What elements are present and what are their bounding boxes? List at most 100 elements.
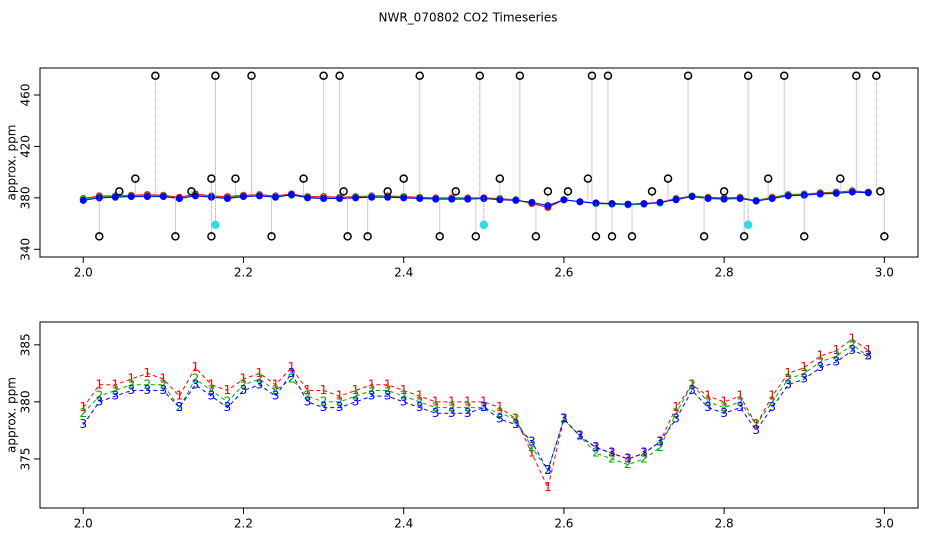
data-point	[288, 191, 296, 199]
flagged-point	[475, 71, 485, 80]
point-marker: 3	[848, 343, 856, 357]
point-marker: 2	[95, 389, 103, 403]
flagged-point	[299, 174, 308, 183]
flagged-point	[699, 232, 709, 241]
flagged-point	[647, 187, 657, 196]
data-point	[816, 190, 824, 198]
point-marker: 1	[544, 480, 552, 494]
point-marker: 2	[368, 383, 376, 397]
data-point	[416, 195, 424, 202]
y-tick-label: 380	[19, 186, 33, 209]
x-tick-label: 2.2	[234, 266, 253, 280]
point-marker: 2	[528, 440, 536, 454]
flagged-point	[267, 232, 276, 241]
data-point	[656, 198, 664, 206]
data-point	[768, 195, 776, 202]
point-marker: 2	[865, 349, 873, 363]
point-marker: 2	[160, 377, 168, 391]
data-point	[672, 196, 680, 204]
point-marker: 1	[464, 394, 472, 408]
data-point	[752, 197, 760, 205]
point-marker: 3	[368, 389, 376, 403]
flagged-point	[399, 174, 408, 183]
flagged-point	[435, 232, 444, 241]
point-marker: 2	[224, 394, 232, 408]
point-marker: 3	[160, 383, 168, 397]
data-point	[272, 193, 280, 201]
point-marker: 1	[736, 389, 744, 403]
point-marker: 2	[448, 400, 456, 414]
series-line	[82, 349, 869, 472]
point-marker: 1	[256, 366, 264, 380]
point-marker: 1	[768, 389, 776, 403]
data-point	[448, 195, 456, 203]
flagged-point	[451, 187, 461, 196]
flagged-point	[335, 71, 344, 80]
point-marker: 1	[704, 389, 712, 403]
point-marker: 1	[320, 383, 328, 397]
x-tick-label: 2.8	[715, 517, 734, 531]
flagged-point	[171, 232, 180, 241]
x-tick-label: 3.0	[875, 266, 894, 280]
flagged-point	[627, 232, 637, 241]
data-point	[832, 189, 840, 197]
point-marker: 1	[111, 377, 119, 391]
point-marker: 3	[448, 406, 456, 420]
point-marker: 3	[416, 400, 424, 414]
point-marker: 1	[480, 394, 488, 408]
point-marker: 3	[192, 377, 200, 391]
point-marker: 3	[320, 400, 328, 414]
point-marker: 2	[784, 372, 792, 386]
point-marker: 2	[432, 400, 440, 414]
point-marker: 1	[160, 372, 168, 386]
point-marker: 1	[176, 389, 184, 403]
flagged-point	[591, 232, 601, 241]
point-marker: 2	[496, 406, 504, 420]
point-marker: 3	[95, 394, 103, 408]
point-marker: 3	[111, 389, 119, 403]
point-marker: 2	[560, 411, 568, 425]
flagged-point	[131, 174, 140, 183]
flagged-point	[211, 71, 220, 80]
flagged-point	[115, 187, 124, 196]
point-marker: 3	[240, 383, 248, 397]
point-marker: 3	[784, 377, 792, 391]
point-marker: 3	[288, 366, 296, 380]
point-marker: 2	[704, 394, 712, 408]
point-marker: 3	[608, 446, 616, 460]
point-marker: 2	[128, 377, 136, 391]
x-tick-label: 2.4	[394, 517, 413, 531]
point-marker: 1	[95, 377, 103, 391]
point-marker: 2	[800, 366, 808, 380]
data-point	[352, 194, 360, 202]
point-marker: 3	[384, 389, 392, 403]
point-marker: 3	[865, 349, 873, 363]
point-marker: 2	[512, 411, 520, 425]
flagged-point	[231, 174, 240, 183]
data-point	[336, 195, 344, 202]
point-marker: 1	[720, 394, 728, 408]
plot-frame	[39, 321, 919, 509]
y-axis-label: approx. ppm	[5, 377, 19, 453]
point-marker: 3	[336, 400, 344, 414]
chart-title: NWR_070802 CO2 Timeseries	[379, 11, 558, 25]
point-marker: 2	[288, 372, 296, 386]
data-point	[848, 188, 856, 196]
point-marker: 3	[592, 440, 600, 454]
point-marker: 2	[736, 394, 744, 408]
point-marker: 1	[240, 372, 248, 386]
flagged-point	[515, 71, 525, 80]
data-point	[736, 195, 744, 202]
point-marker: 3	[464, 406, 472, 420]
point-marker: 2	[320, 394, 328, 408]
point-marker: 3	[640, 446, 648, 460]
flagged-point	[415, 71, 424, 80]
point-marker: 2	[656, 440, 664, 454]
point-marker: 3	[224, 400, 232, 414]
point-marker: 2	[752, 417, 760, 431]
point-marker: 2	[464, 400, 472, 414]
data-point	[432, 195, 440, 203]
point-marker: 3	[656, 434, 664, 448]
point-marker: 1	[688, 377, 696, 391]
